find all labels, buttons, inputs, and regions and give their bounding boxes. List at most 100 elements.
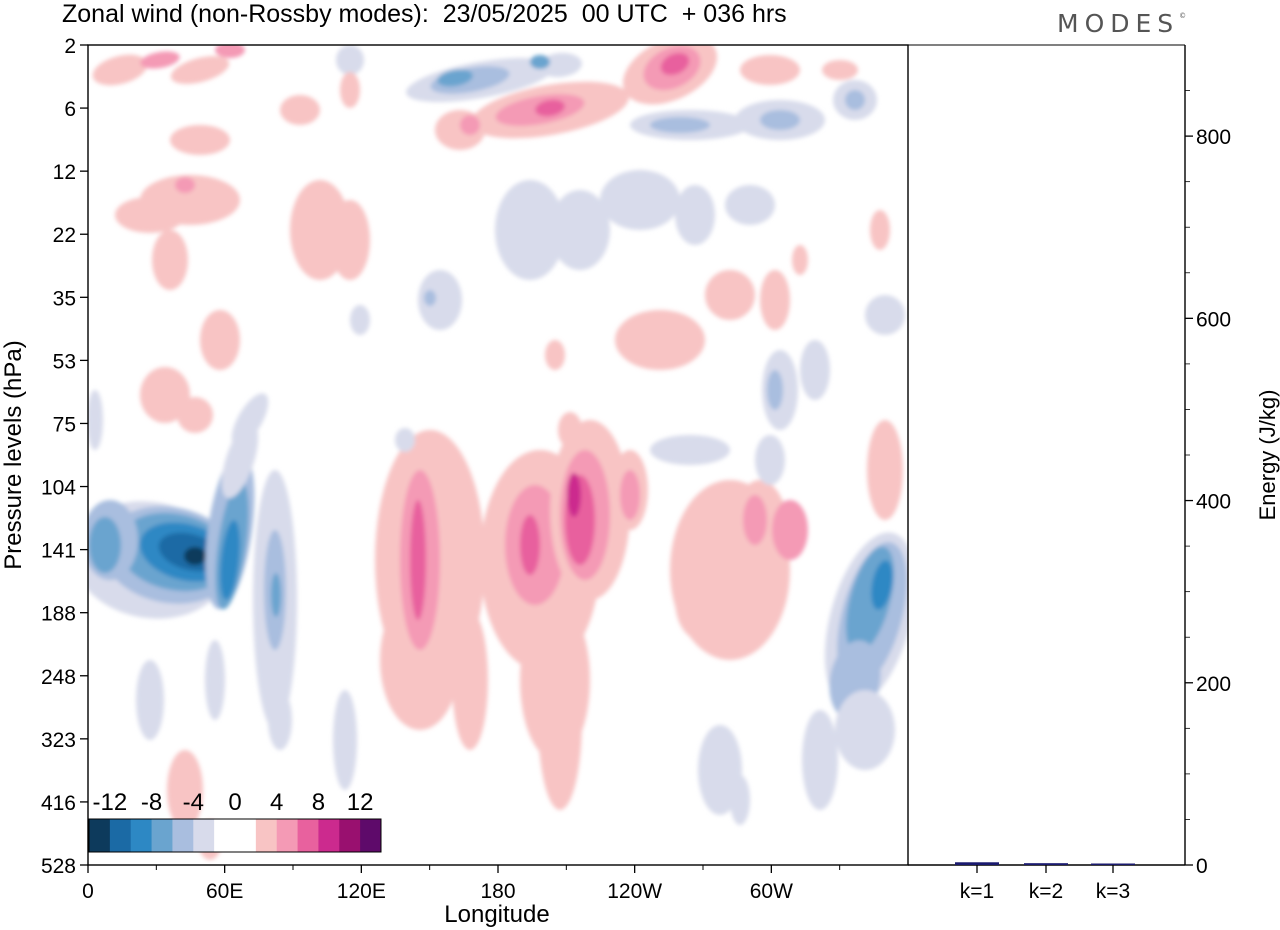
wind-contour-blob bbox=[835, 690, 895, 770]
chart-title: Zonal wind (non-Rossby modes): 23/05/202… bbox=[62, 0, 787, 28]
wind-contour-blob bbox=[550, 190, 610, 270]
wind-contour-blob bbox=[92, 54, 148, 86]
wind-contour-blob bbox=[870, 210, 890, 250]
energy-tick-label: 0 bbox=[1196, 855, 1208, 878]
y-tick-label: 248 bbox=[41, 666, 76, 689]
wind-contour-blob bbox=[802, 710, 838, 810]
wind-contour-blob bbox=[152, 230, 188, 290]
colorbar-label: 12 bbox=[347, 789, 374, 816]
wind-contour-blob bbox=[650, 117, 710, 133]
y-tick-label: 35 bbox=[53, 287, 76, 310]
wind-contour-blob bbox=[215, 45, 245, 58]
wind-contour-blob bbox=[800, 340, 830, 400]
wind-contour-blob bbox=[452, 610, 488, 750]
colorbar-swatch bbox=[151, 819, 173, 852]
y-tick-label: 416 bbox=[41, 792, 76, 815]
wind-contour-blob bbox=[675, 560, 725, 640]
energy-bar-label: k=3 bbox=[1096, 880, 1130, 903]
wind-contour-blob bbox=[167, 750, 203, 830]
wind-contour-blob bbox=[740, 55, 800, 85]
wind-contour-blob bbox=[200, 310, 240, 370]
wind-contour-blob bbox=[170, 56, 230, 84]
colorbar-swatch bbox=[360, 819, 382, 852]
wind-contour-blob bbox=[730, 775, 750, 825]
wind-contour-blob bbox=[538, 52, 582, 78]
energy-bar bbox=[1091, 863, 1135, 865]
wind-contour-blob bbox=[871, 560, 893, 610]
y-tick-label: 528 bbox=[41, 855, 76, 878]
wind-contour-blob bbox=[177, 397, 213, 433]
wind-contour-blob bbox=[772, 500, 808, 560]
colorbar-swatch bbox=[172, 819, 194, 852]
energy-bar-label: k=2 bbox=[1029, 880, 1063, 903]
wind-contour-blob bbox=[705, 270, 755, 320]
wind-contour-blob bbox=[437, 69, 473, 87]
wind-contour-blob bbox=[170, 125, 230, 155]
energy-bars: k=1 k=2 k=3 bbox=[955, 862, 1135, 903]
wind-contour-blob bbox=[845, 90, 865, 110]
wind-contour-blob bbox=[140, 367, 190, 423]
colorbar-label: 8 bbox=[312, 789, 325, 816]
wind-contour-blob bbox=[567, 473, 581, 517]
y-tick-label: 53 bbox=[53, 350, 76, 373]
y-tick-label: 188 bbox=[41, 603, 76, 626]
colorbar-swatch bbox=[318, 819, 340, 852]
wind-contour-blob bbox=[650, 435, 730, 465]
energy-tick-label: 600 bbox=[1196, 308, 1231, 331]
wind-contour-blob bbox=[660, 52, 690, 76]
wind-contour-blob bbox=[410, 500, 426, 620]
x-tick-label: 120E bbox=[337, 880, 386, 903]
wind-contour-blob bbox=[822, 60, 858, 80]
wind-contour-blob bbox=[760, 110, 800, 130]
wind-contour-blob bbox=[340, 72, 360, 108]
wind-contour-blob bbox=[725, 185, 775, 225]
wind-contour-blob bbox=[545, 340, 565, 370]
wind-contour-blob bbox=[336, 45, 364, 75]
energy-tick-label: 800 bbox=[1196, 126, 1231, 149]
wind-contour-blob bbox=[380, 590, 460, 730]
y-tick-label: 323 bbox=[41, 729, 76, 752]
colorbar-swatch bbox=[276, 819, 299, 852]
colorbar-label: 0 bbox=[228, 789, 241, 816]
y-tick-label: 141 bbox=[41, 540, 76, 563]
wind-contour-blob bbox=[330, 200, 370, 280]
colorbar-swatch bbox=[235, 819, 257, 852]
y-tick-label: 2 bbox=[64, 35, 76, 58]
wind-contour-blob bbox=[333, 690, 357, 790]
colorbar-frame bbox=[88, 818, 382, 853]
wind-contour-blob bbox=[760, 270, 790, 330]
wind-contour-blob bbox=[865, 295, 905, 335]
wind-contour-blob bbox=[221, 421, 259, 499]
x-tick-label: 60W bbox=[750, 880, 793, 903]
wind-contour-blob bbox=[495, 180, 565, 280]
wind-contour-blob bbox=[755, 435, 785, 485]
wind-contour-blob bbox=[115, 197, 185, 233]
colorbar-swatch bbox=[109, 819, 132, 852]
y-tick-label: 75 bbox=[53, 413, 76, 436]
logo-text: MODES bbox=[1057, 9, 1180, 38]
wind-contour-blob bbox=[767, 370, 783, 410]
energy-bar bbox=[1024, 863, 1068, 865]
y-axis-label: Pressure levels (hPa) bbox=[0, 340, 27, 569]
energy-bar bbox=[955, 862, 999, 865]
y-tick-label: 22 bbox=[53, 224, 76, 247]
wind-contour-blob bbox=[558, 412, 582, 448]
wind-contour-blob bbox=[220, 520, 240, 600]
colorbar: -12 -8 -4 0 4 8 12 bbox=[88, 789, 382, 853]
energy-axis: 0 200 400 600 800 bbox=[1185, 90, 1231, 878]
colorbar-label: -8 bbox=[141, 789, 162, 816]
wind-contour-blob bbox=[867, 420, 903, 520]
energy-axis-label: Energy (J/kg) bbox=[1255, 390, 1280, 521]
energy-bar-label: k=1 bbox=[960, 880, 994, 903]
x-axis: 0 60E 120E 180 120W 60W bbox=[82, 865, 841, 903]
wind-contour-blob bbox=[675, 185, 715, 245]
wind-contour-blob bbox=[280, 95, 320, 125]
wind-contour-blob bbox=[205, 640, 225, 720]
wind-contour-blob bbox=[615, 310, 705, 370]
y-tick-label: 12 bbox=[53, 161, 76, 184]
wind-contour-blob bbox=[424, 290, 436, 306]
colorbar-swatch bbox=[130, 819, 153, 852]
wind-contour-blob bbox=[175, 177, 195, 193]
wind-contour-blob bbox=[520, 515, 540, 575]
